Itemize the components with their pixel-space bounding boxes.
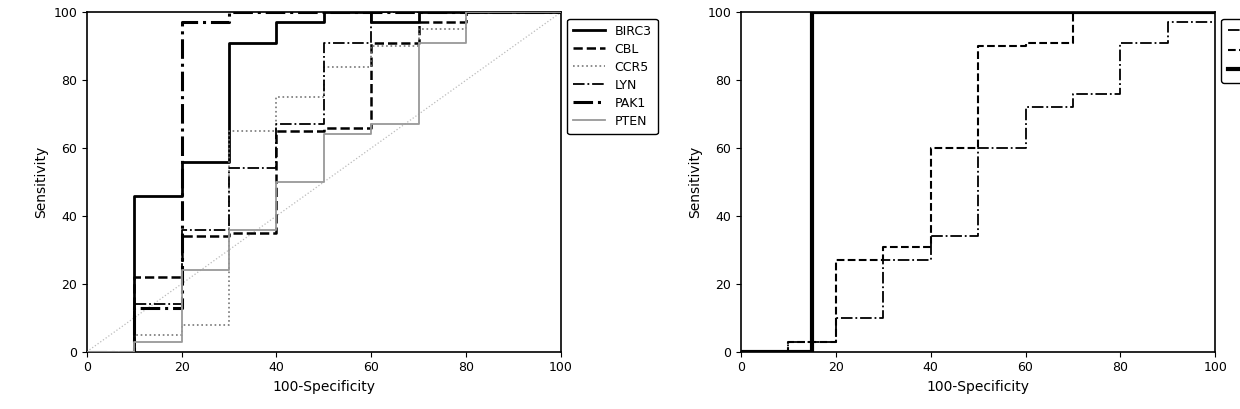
Legend: RAF1, TLR4, Score: RAF1, TLR4, Score	[1221, 18, 1240, 83]
Y-axis label: Sensitivity: Sensitivity	[688, 146, 702, 218]
Legend: BIRC3, CBL, CCR5, LYN, PAK1, PTEN: BIRC3, CBL, CCR5, LYN, PAK1, PTEN	[567, 18, 658, 134]
X-axis label: 100-Specificity: 100-Specificity	[273, 380, 376, 394]
Y-axis label: Sensitivity: Sensitivity	[33, 146, 47, 218]
X-axis label: 100-Specificity: 100-Specificity	[926, 380, 1029, 394]
